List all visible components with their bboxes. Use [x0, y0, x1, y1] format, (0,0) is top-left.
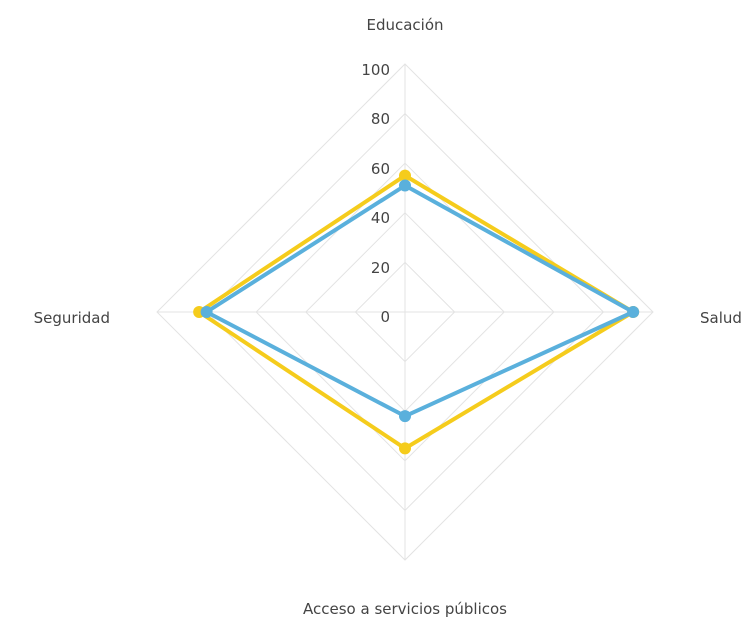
series-1-point-3 [200, 306, 213, 318]
series-1-point-2 [399, 410, 411, 423]
axis-label-bottom: Acceso a servicios públicos [303, 600, 507, 618]
series-0-point-0 [399, 169, 411, 182]
series-1-point-1 [627, 306, 640, 318]
tick-label-60: 60 [371, 160, 390, 178]
series-layer [193, 169, 640, 455]
series-1-point-0 [399, 179, 411, 192]
series-0-point-2 [399, 442, 411, 455]
axis-label-left: Seguridad [34, 309, 110, 327]
axis-label-top: Educación [366, 16, 443, 34]
series-1 [200, 179, 640, 423]
tick-label-100: 100 [361, 61, 390, 79]
tick-label-40: 40 [371, 209, 390, 227]
radar-grid [156, 63, 654, 561]
tick-labels: 0 20 40 60 80 100 [361, 61, 390, 326]
axis-label-right: Salud [700, 309, 742, 327]
series-1-line [204, 183, 636, 419]
tick-label-0: 0 [380, 308, 390, 326]
tick-label-20: 20 [371, 259, 390, 277]
tick-label-80: 80 [371, 110, 390, 128]
